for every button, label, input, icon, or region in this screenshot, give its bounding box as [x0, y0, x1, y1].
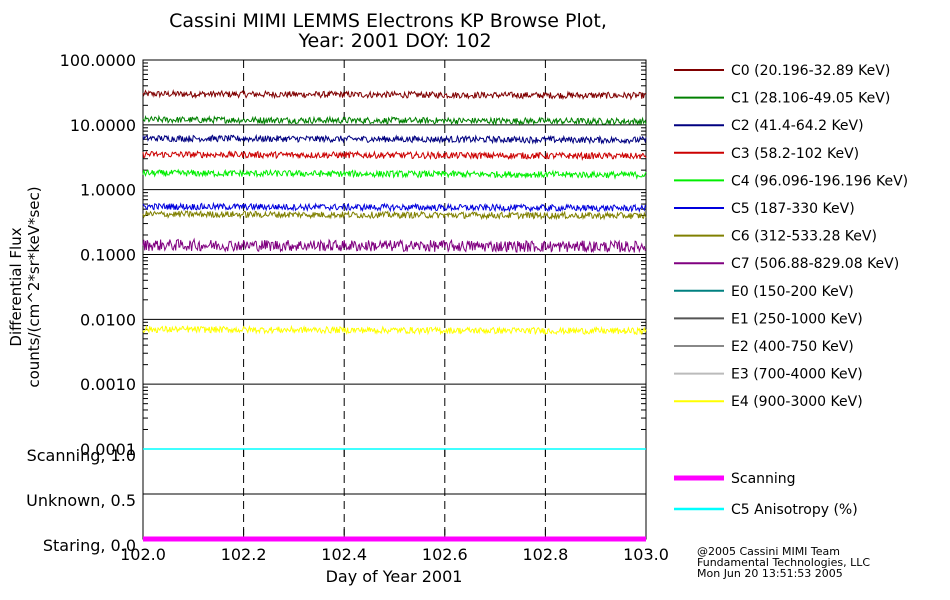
- series-line: [142, 150, 647, 161]
- legend-label: C3 (58.2-102 KeV): [731, 146, 859, 162]
- chart-title-line2: Year: 2001 DOY: 102: [297, 30, 491, 52]
- y-tick-label: 0.0001: [80, 440, 136, 459]
- series-line: [142, 324, 647, 336]
- y-tick-label: 10.0000: [70, 116, 136, 135]
- y-axis-label-line2: counts/(cm^2*sr*keV*sec): [25, 186, 43, 387]
- legend-label: C2 (41.4-64.2 KeV): [731, 118, 864, 134]
- legend-label: E4 (900-3000 KeV): [731, 394, 863, 410]
- series-line: [142, 237, 647, 254]
- legend-label: E1 (250-1000 KeV): [731, 311, 863, 327]
- y-tick-label: 100.0000: [60, 51, 136, 70]
- legend-label: C5 Anisotropy (%): [731, 502, 858, 518]
- series-line: [142, 201, 647, 214]
- series-line: [142, 133, 647, 145]
- legend-label: Scanning: [731, 471, 796, 487]
- series-line: [142, 209, 647, 221]
- y-axis-label-line1: Differential Flux: [7, 227, 25, 346]
- status-tick-label: Scanning, 1.0: [27, 446, 136, 465]
- status-tick-label: Staring, 0.0: [43, 536, 136, 555]
- flux-panel: 100.0000 10.0000 1.0000 0.1000 0.0100 0.0010 0…: [60, 51, 647, 459]
- x-tick-label: 103.0: [623, 545, 669, 564]
- x-tick-label: 102.8: [522, 545, 568, 564]
- legend-label: C7 (506.88-829.08 KeV): [731, 256, 899, 272]
- legend-label: C0 (20.196-32.89 KeV): [731, 63, 890, 79]
- footer-line3: Mon Jun 20 13:51:53 2005: [697, 567, 843, 580]
- legend-label: E2 (400-750 KeV): [731, 339, 854, 355]
- series-line: [142, 168, 647, 180]
- legend-label: C5 (187-330 KeV): [731, 201, 855, 217]
- footer-line1: @2005 Cassini MIMI Team: [697, 545, 840, 558]
- y-tick-label: 0.0010: [80, 375, 136, 394]
- legend-label: C1 (28.106-49.05 KeV): [731, 91, 890, 107]
- legend-label: C4 (96.096-196.196 KeV): [731, 173, 908, 189]
- legend-label: E0 (150-200 KeV): [731, 284, 854, 300]
- x-tick-label: 102.6: [422, 545, 468, 564]
- footer-line2: Fundamental Technologies, LLC: [697, 556, 870, 569]
- chart-title-line1: Cassini MIMI LEMMS Electrons KP Browse P…: [169, 10, 607, 32]
- legend-label: E3 (700-4000 KeV): [731, 367, 863, 383]
- x-tick-label: 102.4: [321, 545, 367, 564]
- x-axis-label: Day of Year 2001: [326, 567, 463, 586]
- x-tick-label: 102.2: [221, 545, 267, 564]
- x-tick-label: 102.0: [120, 545, 166, 564]
- status-tick-label: Unknown, 0.5: [26, 491, 136, 510]
- y-tick-label: 0.0100: [80, 310, 136, 329]
- series-line: [142, 88, 647, 101]
- y-tick-label: 0.1000: [80, 246, 136, 265]
- legend-label: C6 (312-533.28 KeV): [731, 229, 877, 245]
- series-line: [142, 114, 647, 126]
- y-tick-label: 1.0000: [80, 181, 136, 200]
- legend: C0 (20.196-32.89 KeV) C1 (28.106-49.05 Ke…: [674, 63, 908, 518]
